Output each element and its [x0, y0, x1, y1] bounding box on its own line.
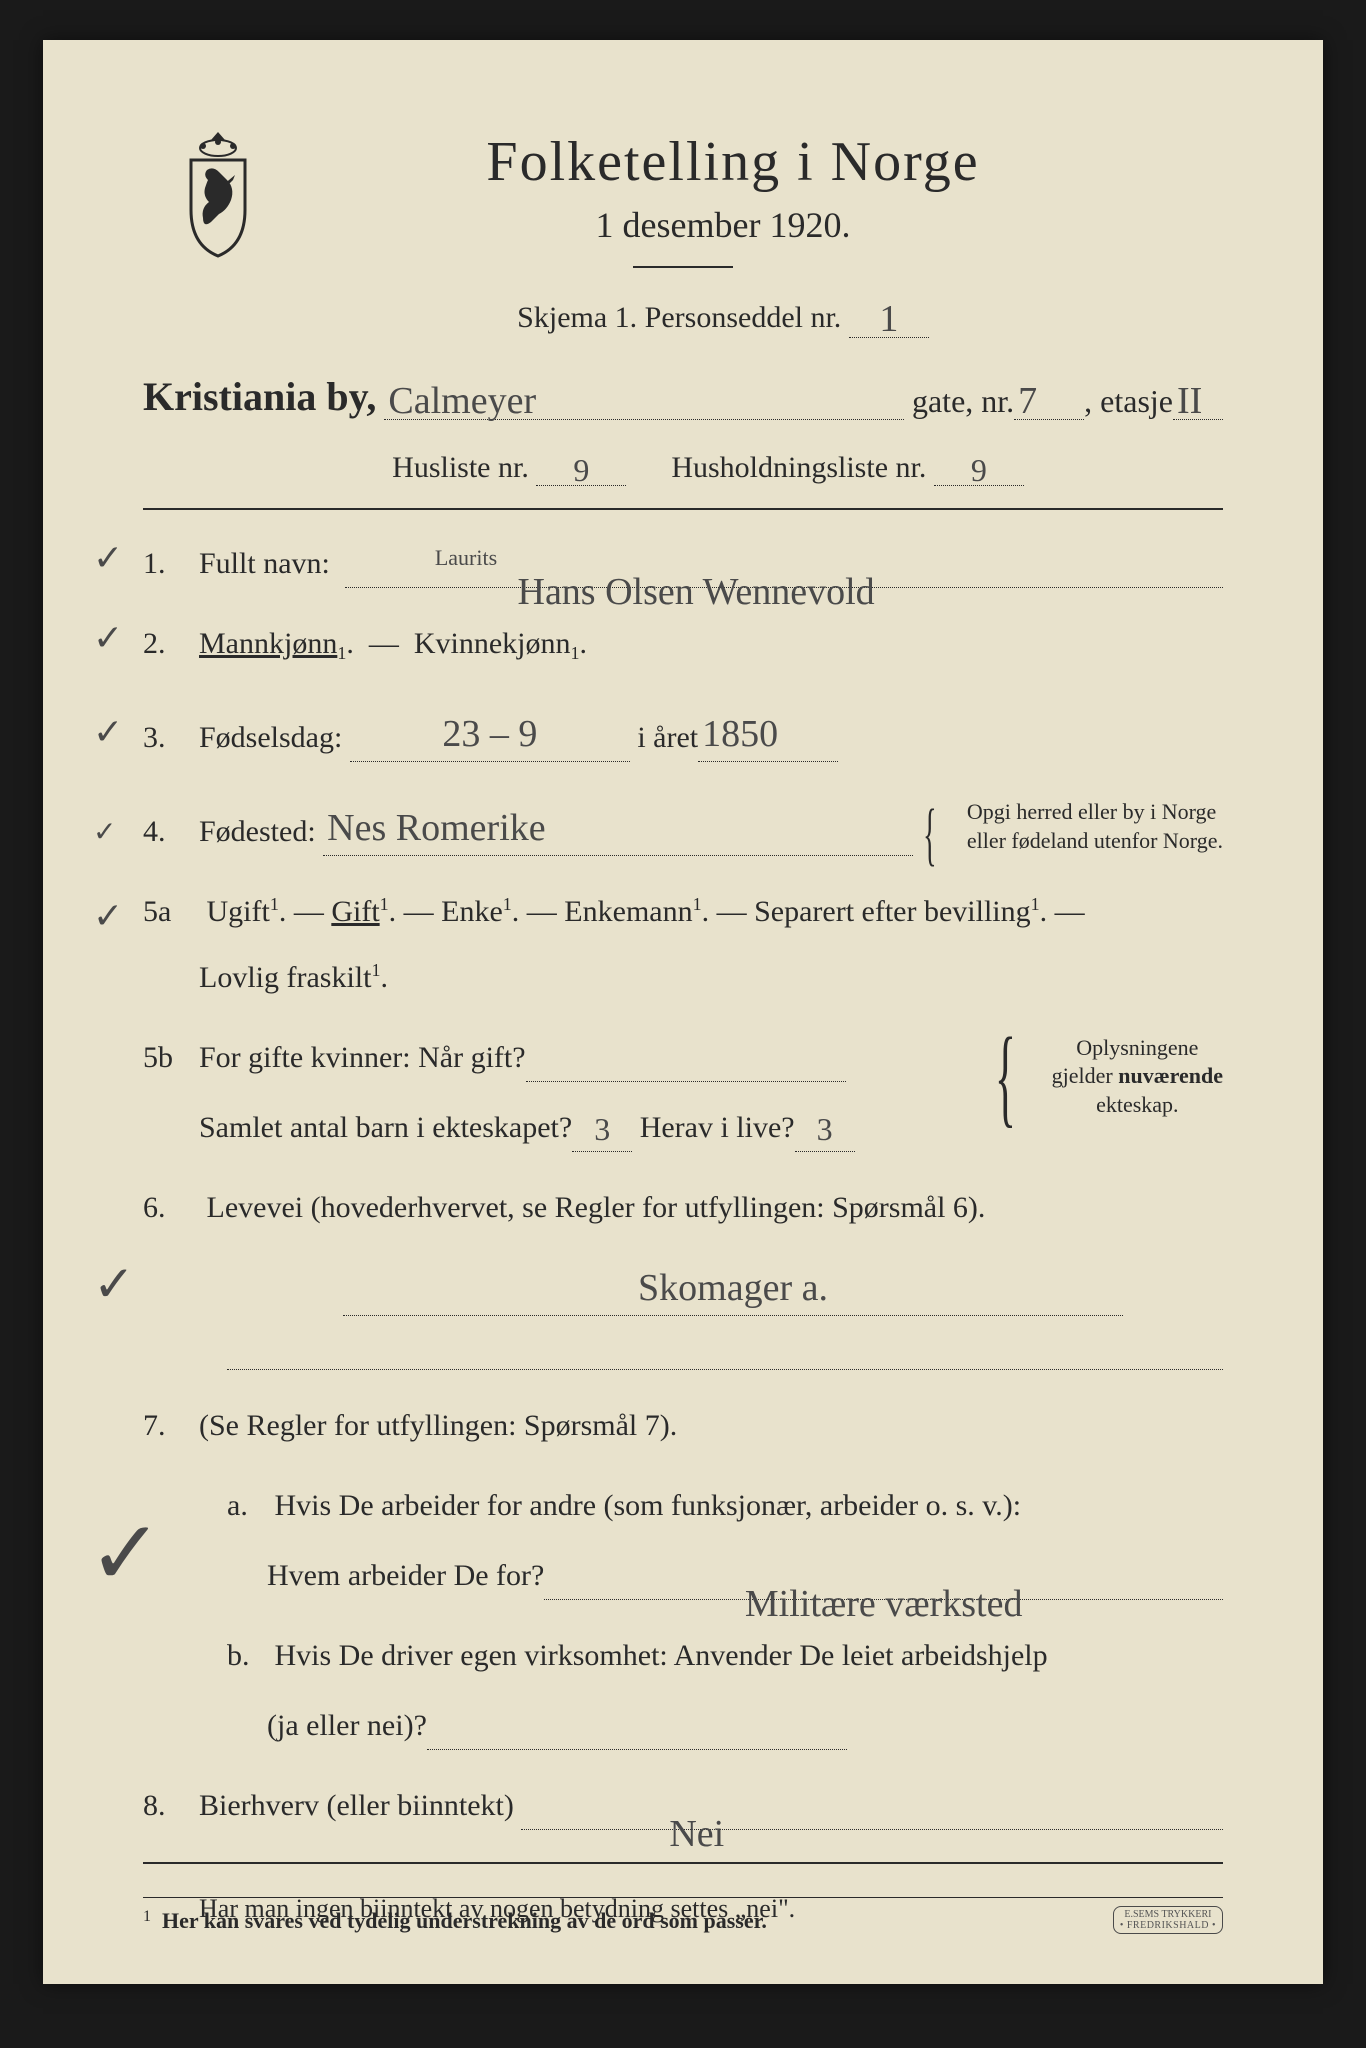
- q7b-num: b.: [227, 1632, 267, 1680]
- husholdning-nr: 9: [971, 452, 987, 488]
- q7a-line2: Hvem arbeider De for?: [267, 1552, 544, 1600]
- street-name: Calmeyer: [388, 380, 536, 422]
- question-6: 6. Levevei (hovederhvervet, se Regler fo…: [143, 1184, 1223, 1370]
- q3-year: 1850: [702, 713, 778, 755]
- q5b-children-total: 3: [594, 1111, 610, 1147]
- question-5b: 5b For gifte kvinner: Når gift? Samlet a…: [143, 1034, 1223, 1152]
- q5a-options: Ugift1. — Gift1. — Enke1. — Enkemann1. —…: [207, 895, 1085, 928]
- q5a-line2: Lovlig fraskilt1.: [143, 961, 388, 994]
- husliste-line: Husliste nr. 9 Husholdningsliste nr. 9: [193, 448, 1223, 486]
- question-7: 7. (Se Regler for utfyllingen: Spørsmål …: [143, 1402, 1223, 1450]
- form-date: 1 desember 1920.: [223, 204, 1223, 246]
- address-line: Kristiania by, Calmeyer gate, nr. 7 , et…: [143, 373, 1223, 420]
- q2-female: Kvinnekjønn: [414, 620, 571, 668]
- checkmark-icon: ✓: [93, 704, 123, 762]
- husliste-label: Husliste nr.: [392, 451, 529, 484]
- q1-num: 1.: [143, 540, 199, 588]
- checkmark-icon: ✓: [93, 530, 123, 588]
- q3-num: 3.: [143, 714, 199, 762]
- husholdning-label: Husholdningsliste nr.: [671, 451, 926, 484]
- question-7b: b. Hvis De driver egen virksomhet: Anven…: [143, 1632, 1223, 1750]
- etasje: II: [1177, 380, 1202, 422]
- brace-icon: {: [995, 1043, 1016, 1109]
- bottom-divider: [143, 1862, 1223, 1864]
- q4-value: Nes Romerike: [327, 807, 545, 849]
- q1-above: Laurits: [435, 540, 497, 575]
- q4-note: Opgi herred eller by i Norge eller fødel…: [947, 798, 1223, 855]
- q1-label: Fullt navn:: [199, 540, 330, 588]
- q4-num: 4.: [143, 808, 199, 856]
- question-8: 8. Bierhverv (eller biinntekt) Nei: [143, 1782, 1223, 1830]
- q6-value: Skomager a.: [638, 1258, 828, 1319]
- q3-mid: i året: [637, 714, 698, 762]
- q7a-line1: Hvis De arbeider for andre (som funksjon…: [275, 1489, 1022, 1522]
- q7a-num: a.: [227, 1482, 267, 1530]
- form-title: Folketelling i Norge: [243, 130, 1223, 194]
- coat-of-arms-icon: [173, 130, 263, 260]
- checkmark-icon: ✓: [93, 811, 116, 856]
- question-1: ✓ 1. Fullt navn: Laurits Hans Olsen Wenn…: [143, 540, 1223, 588]
- checkmark-icon: ✓: [93, 610, 123, 668]
- q5b-l2a: Samlet antal barn i ekteskapet?: [199, 1104, 572, 1152]
- q3-label: Fødselsdag:: [199, 714, 342, 762]
- footnote-divider: [143, 1897, 1223, 1898]
- question-3: ✓ 3. Fødselsdag: 23 – 9 i året 1850: [143, 700, 1223, 762]
- checkmark-icon: ✓: [93, 1244, 135, 1324]
- q5b-num: 5b: [143, 1034, 199, 1082]
- q6-label: Levevei (hovederhvervet, se Regler for u…: [207, 1191, 986, 1224]
- q2-num: 2.: [143, 620, 199, 668]
- q3-day: 23 – 9: [442, 713, 537, 755]
- q8-num: 8.: [143, 1782, 199, 1830]
- question-5a: ✓ 5a Ugift1. — Gift1. — Enke1. — Enkeman…: [143, 888, 1223, 1002]
- etasje-label: , etasje: [1084, 383, 1173, 420]
- q7-label: (Se Regler for utfyllingen: Spørsmål 7).: [199, 1402, 677, 1450]
- q7b-line1: Hvis De driver egen virksomhet: Anvender…: [275, 1639, 1048, 1672]
- skjema-label: Skjema 1. Personseddel nr.: [517, 301, 841, 334]
- census-form-page: Folketelling i Norge 1 desember 1920. Sk…: [43, 40, 1323, 1984]
- q8-value: Nei: [669, 1804, 724, 1831]
- skjema-line: Skjema 1. Personseddel nr. 1: [223, 293, 1223, 338]
- q7-num: 7.: [143, 1402, 199, 1450]
- q5b-l1: For gifte kvinner: Når gift?: [199, 1034, 526, 1082]
- brace-icon: {: [923, 814, 936, 856]
- q7a-value: Militære værksted: [745, 1574, 1023, 1601]
- personseddel-nr: 1: [879, 298, 898, 340]
- footnote-area: 1 Her kan svares ved tydelig understrekn…: [143, 1897, 1223, 1934]
- q4-label: Fødested:: [199, 808, 316, 856]
- footnote-text: Her kan svares ved tydelig understreknin…: [162, 1908, 767, 1933]
- question-7a: a. Hvis De arbeider for andre (som funks…: [143, 1482, 1223, 1600]
- q5b-children-alive: 3: [817, 1111, 833, 1147]
- gate-nr: 7: [1018, 380, 1037, 422]
- header: Folketelling i Norge 1 desember 1920. Sk…: [143, 130, 1223, 338]
- checkmark-icon: ✓: [88, 1532, 163, 1577]
- question-4: ✓ 4. Fødested: Nes Romerike { Opgi herre…: [143, 794, 1223, 856]
- header-divider: [143, 508, 1223, 510]
- q5b-note: Oplysningene gjelder nuværende ekteskap.: [1032, 1034, 1223, 1120]
- husliste-nr: 9: [573, 452, 589, 488]
- title-divider: [633, 266, 733, 268]
- q6-num: 6.: [143, 1184, 199, 1232]
- printer-stamp: E.SEMS TRYKKERI • FREDRIKSHALD •: [1113, 1906, 1223, 1934]
- q5a-num: 5a: [143, 888, 199, 936]
- q2-male: Mannkjønn: [199, 620, 337, 668]
- q7b-line2: (ja eller nei)?: [267, 1702, 427, 1750]
- q5b-l2b: Herav i live?: [640, 1104, 795, 1152]
- gate-label: gate, nr.: [912, 383, 1014, 420]
- q8-label: Bierhverv (eller biinntekt): [199, 1782, 514, 1830]
- question-2: ✓ 2. Mannkjønn1. — Kvinnekjønn1.: [143, 620, 1223, 668]
- footnote-num: 1: [143, 1908, 151, 1925]
- checkmark-icon: ✓: [93, 888, 123, 946]
- city-label: Kristiania by,: [143, 373, 376, 420]
- q1-full-name: Hans Olsen Wennevold: [518, 562, 875, 589]
